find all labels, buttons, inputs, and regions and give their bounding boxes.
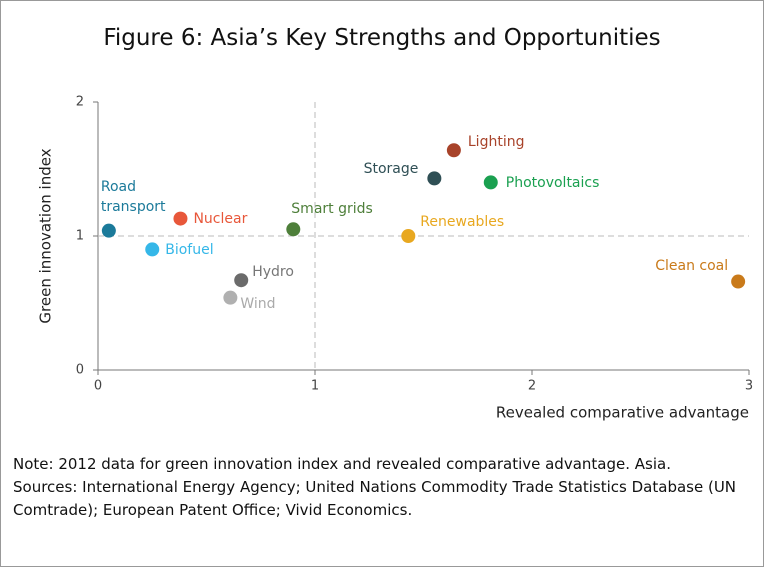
notes: Note: 2012 data for green innovation ind… — [13, 453, 755, 522]
point — [234, 273, 249, 288]
point — [145, 242, 160, 257]
point — [286, 222, 301, 237]
x-axis-label: Revealed comparative advantage — [496, 404, 749, 422]
x-tick-label: 3 — [745, 379, 753, 394]
point — [483, 175, 498, 190]
x-tick-label: 2 — [528, 379, 536, 394]
point-label: Smart grids — [291, 201, 373, 218]
sources: Sources: International Energy Agency; Un… — [13, 478, 737, 519]
y-tick-label: 2 — [76, 95, 84, 110]
point-label: Photovoltaics — [505, 175, 600, 192]
point — [446, 143, 461, 158]
y-axis-label: Green innovation index — [37, 148, 55, 323]
point-label: Biofuel — [165, 242, 214, 259]
point-label: Clean coal — [655, 257, 729, 274]
point-label: Lighting — [467, 134, 525, 151]
x-tick-label: 0 — [94, 379, 102, 394]
point-label: Hydro — [252, 264, 294, 281]
point-label: Wind — [240, 295, 276, 312]
point — [101, 223, 116, 238]
point — [427, 171, 442, 186]
point-label: Nuclear — [193, 210, 248, 227]
point — [173, 211, 188, 226]
chart: 0 1 2 3 0 1 2 Revealed comparative advantage Gre… — [37, 95, 754, 422]
y-tick-label: 1 — [76, 229, 84, 244]
point-label: Storage — [363, 161, 419, 178]
point-label: Renewables — [420, 214, 505, 230]
point — [401, 229, 416, 243]
y-tick-label: 0 — [76, 363, 84, 378]
note: Note: 2012 data for green innovation ind… — [13, 455, 671, 473]
x-tick-label: 1 — [311, 379, 319, 394]
point-label: Road transport — [100, 178, 166, 215]
point — [731, 274, 746, 289]
point — [223, 290, 238, 305]
chart-title: Figure 6: Asia’s Key Strengths and Oppor… — [103, 25, 661, 51]
